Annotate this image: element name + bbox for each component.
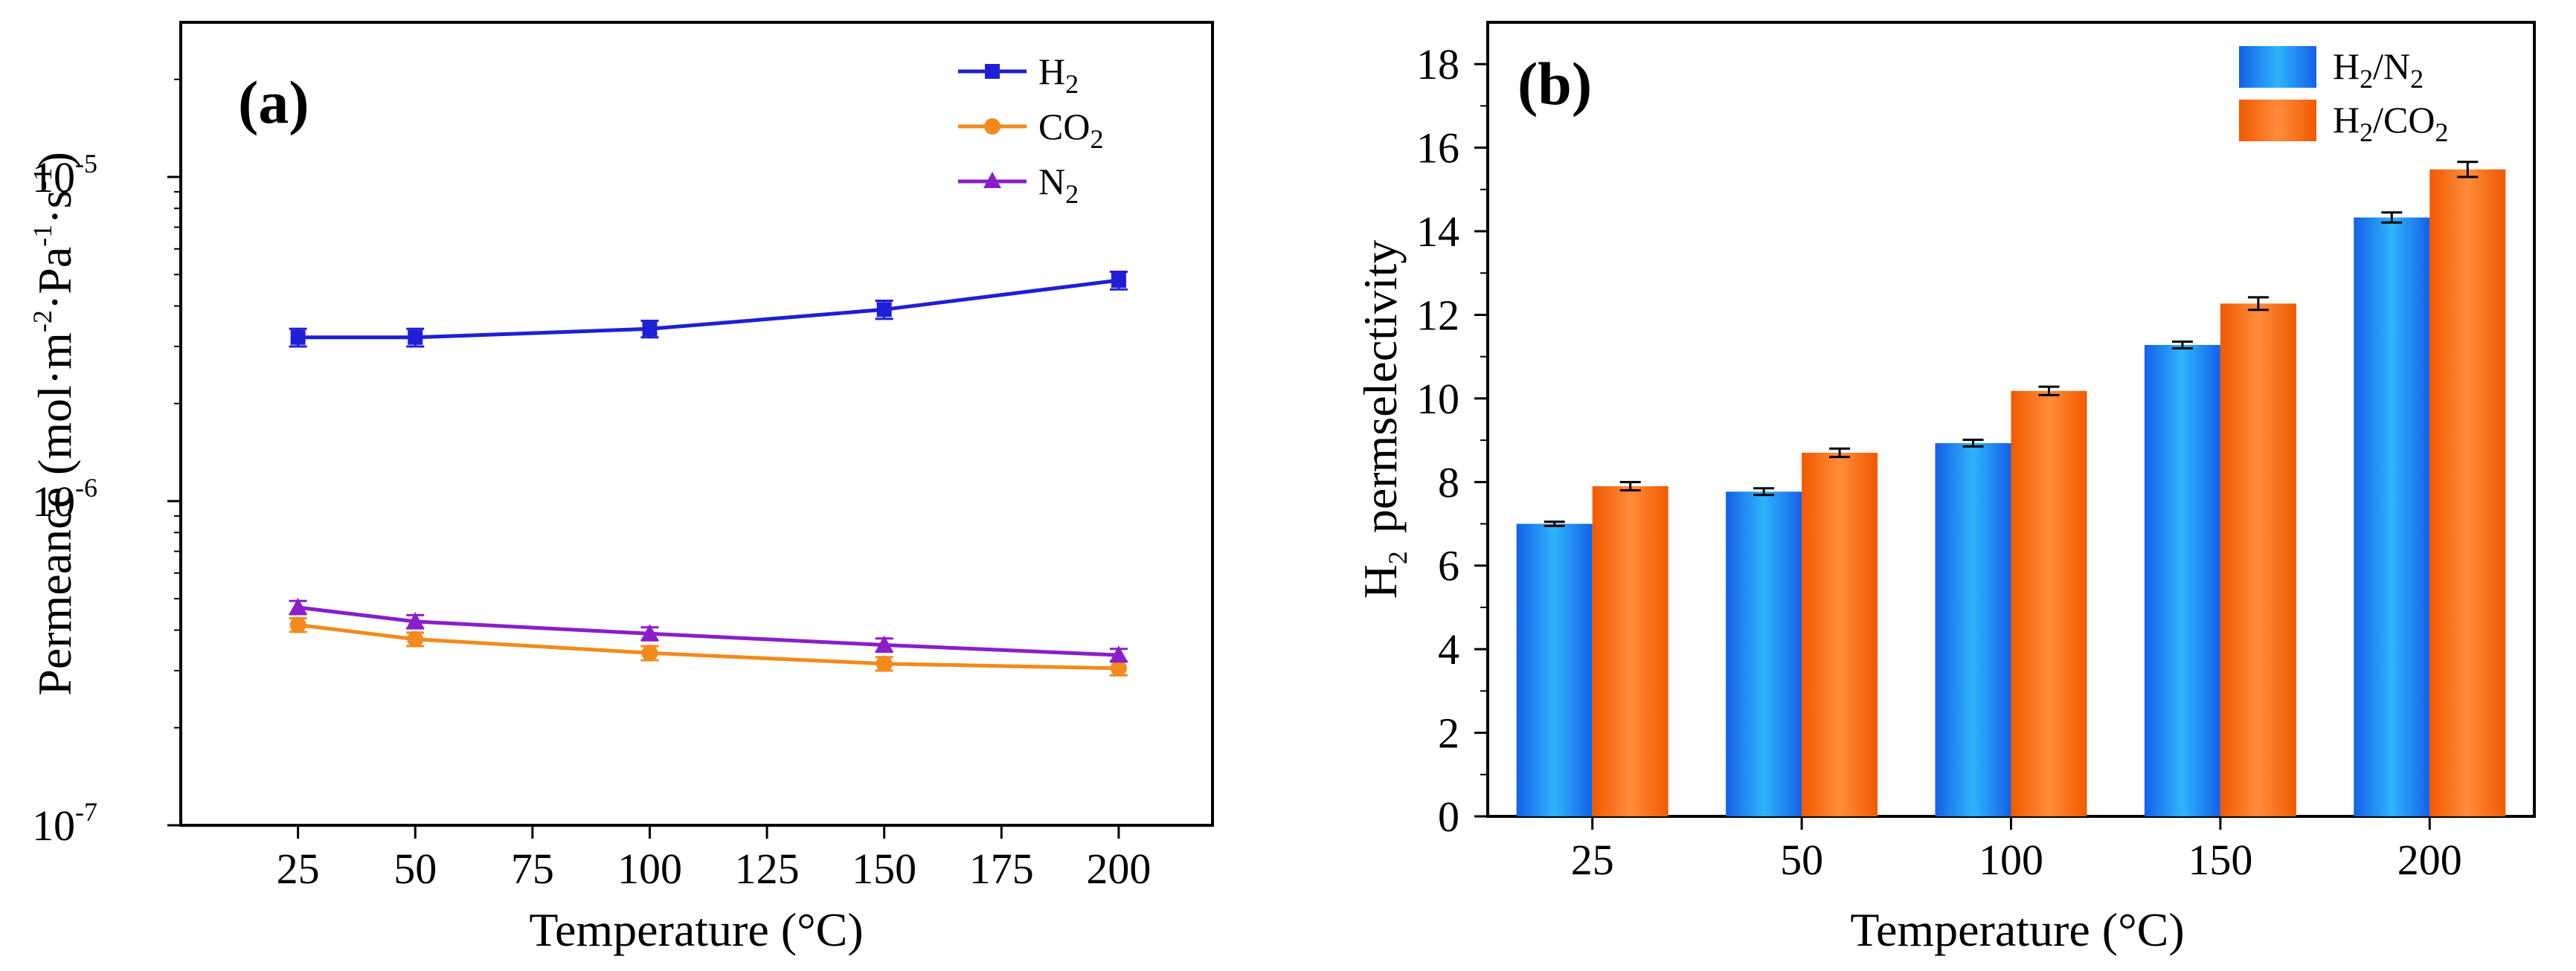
legend-label-b-H2/N2: H2/N2 [2333, 45, 2424, 94]
legend-marker-a-N2 [983, 172, 1001, 188]
x-axis-title-a: Temperature (°C) [529, 903, 863, 956]
legend-label-a-N2: N2 [1038, 161, 1079, 209]
panel-label-a: (a) [238, 68, 309, 136]
bar-b-H2/CO2-50 [1802, 452, 1878, 816]
point-a-H2-0 [290, 329, 306, 345]
legend-swatch-b-H2/N2 [2239, 46, 2316, 88]
point-a-N2-0 [289, 597, 307, 614]
x-tick-label-a-175: 175 [969, 845, 1034, 893]
y-tick-label-b-12: 12 [1416, 291, 1459, 339]
y-tick-label-b-6: 6 [1438, 542, 1459, 590]
legend-a: H2 CO2 N2 [958, 51, 1103, 209]
y-axis-b: 0 2 4 6 8 10 12 14 16 18 [1416, 40, 1488, 841]
y-tick-label-a-1: 10-6 [32, 473, 97, 526]
x-tick-label-a-25: 25 [277, 845, 320, 893]
bars-group-b [1516, 161, 2506, 816]
x-axis-a: 25 50 75 100 125 150 175 200 [277, 825, 1151, 893]
legend-marker-a-CO2 [984, 118, 1000, 135]
point-a-H2-4 [1111, 272, 1126, 288]
series-a-H2 [289, 271, 1128, 348]
y-tick-label-b-4: 4 [1438, 625, 1459, 674]
x-tick-label-b-100: 100 [1979, 836, 2043, 884]
y-axis-title-b: H2permselectivity [1354, 240, 1413, 599]
chart-panel-a: (a) 25 50 75 100 125 150 175 200 10-7 10-6 10-5 H… [28, 21, 1214, 956]
y-axis-title-a: Permeance (mol·m-2·Pa-1·s-1) [28, 152, 81, 696]
y-tick-label-a-2: 10-5 [32, 149, 97, 201]
point-a-CO2-0 [289, 616, 306, 633]
y-tick-label-b-18: 18 [1416, 40, 1459, 88]
x-tick-label-b-50: 50 [1780, 836, 1823, 884]
y-tick-label-b-10: 10 [1416, 375, 1459, 423]
y-axis-a: 10-7 10-6 10-5 [32, 78, 181, 850]
y-tick-label-b-8: 8 [1438, 458, 1459, 506]
x-tick-label-a-75: 75 [511, 845, 554, 893]
bar-b-H2/CO2-100 [2011, 390, 2087, 816]
point-a-N2-4 [1109, 645, 1128, 662]
y-tick-label-b-0: 0 [1438, 793, 1459, 841]
point-a-H2-1 [408, 329, 423, 345]
bar-b-H2/CO2-200 [2429, 169, 2506, 816]
series-group-a [289, 271, 1128, 677]
point-a-CO2-3 [876, 655, 893, 672]
bar-b-H2/N2-50 [1726, 491, 1802, 816]
y-tick-label-b-16: 16 [1416, 124, 1459, 172]
point-a-N2-3 [875, 635, 893, 652]
x-axis-title-b: Temperature (°C) [1850, 903, 2184, 956]
x-tick-label-a-200: 200 [1086, 845, 1151, 893]
series-a-CO2 [289, 616, 1128, 677]
x-tick-label-a-125: 125 [735, 845, 800, 893]
point-a-CO2-4 [1110, 659, 1127, 677]
bar-b-H2/N2-200 [2354, 217, 2430, 816]
point-a-N2-1 [406, 612, 425, 629]
x-axis-b: 25 50 100 150 200 [1571, 816, 2462, 884]
point-a-N2-2 [640, 624, 659, 641]
plot-frame-a [179, 21, 1214, 827]
bar-b-H2/N2-100 [1935, 443, 2011, 816]
x-tick-label-b-200: 200 [2397, 836, 2462, 884]
legend-swatch-b-H2/CO2 [2239, 100, 2316, 141]
legend-marker-a-H2 [985, 64, 1000, 79]
point-a-CO2-1 [407, 630, 424, 648]
x-tick-label-a-50: 50 [394, 845, 437, 893]
bar-b-H2/N2-150 [2144, 344, 2220, 816]
bar-b-H2/CO2-25 [1592, 486, 1668, 816]
y-tick-label-a-0: 10-7 [32, 797, 97, 850]
legend-label-a-CO2: CO2 [1038, 106, 1103, 154]
legend-label-b-H2/CO2: H2/CO2 [2333, 99, 2448, 147]
bar-b-H2/CO2-150 [2220, 303, 2296, 816]
x-tick-label-a-150: 150 [852, 845, 916, 893]
point-a-H2-3 [876, 302, 892, 317]
point-a-H2-2 [642, 321, 658, 337]
x-tick-label-b-25: 25 [1571, 836, 1614, 884]
series-a-N2 [289, 597, 1128, 663]
legend-b: H2/N2 H2/CO2 [2239, 45, 2448, 147]
y-tick-label-b-14: 14 [1416, 207, 1459, 256]
x-tick-label-a-100: 100 [617, 845, 682, 893]
panel-label-b: (b) [1517, 50, 1592, 117]
point-a-CO2-2 [641, 645, 658, 662]
y-tick-label-b-2: 2 [1438, 709, 1459, 758]
x-tick-label-b-150: 150 [2188, 836, 2252, 884]
legend-label-a-H2: H2 [1038, 51, 1079, 99]
bar-b-H2/N2-25 [1516, 523, 1593, 816]
